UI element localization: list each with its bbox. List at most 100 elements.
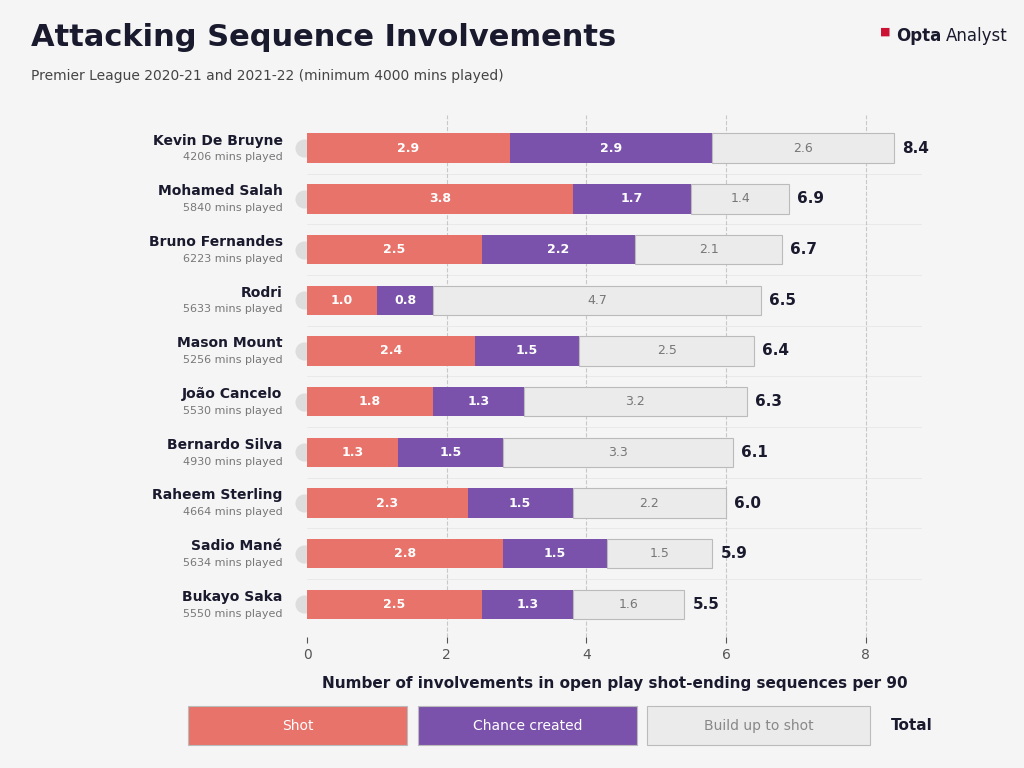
Bar [481,590,572,619]
Bar [503,438,733,467]
Text: ■: ■ [881,27,891,37]
Text: Mason Mount: Mason Mount [177,336,283,350]
Text: 1.5: 1.5 [439,446,462,458]
Bar [691,184,788,214]
Bar [580,336,754,366]
Text: 1.3: 1.3 [516,598,539,611]
Text: 1.5: 1.5 [544,548,566,561]
Bar [307,336,475,366]
Bar [572,488,726,518]
Bar [503,539,607,568]
Text: 6.3: 6.3 [756,394,782,409]
Bar [433,387,523,416]
Text: 2.2: 2.2 [548,243,569,256]
Text: Kevin De Bruyne: Kevin De Bruyne [153,134,283,147]
Bar [398,438,503,467]
Text: 5633 mins played: 5633 mins played [183,304,283,314]
Text: Opta: Opta [896,27,941,45]
Bar [607,539,712,568]
Bar [307,286,377,315]
Text: 2.8: 2.8 [394,548,416,561]
Text: 5.9: 5.9 [721,546,748,561]
Bar [572,590,684,619]
Bar [307,488,468,518]
Bar [307,235,481,264]
Text: 6.5: 6.5 [769,293,797,308]
Text: 1.4: 1.4 [730,192,750,205]
Text: 8.4: 8.4 [902,141,929,156]
Text: 1.7: 1.7 [621,192,643,205]
Bar [647,707,870,745]
Bar [510,134,712,163]
Text: 5256 mins played: 5256 mins played [183,355,283,365]
Text: 1.5: 1.5 [516,345,539,357]
Text: Bruno Fernandes: Bruno Fernandes [148,235,283,249]
Text: 2.2: 2.2 [639,497,659,510]
Text: Mohamed Salah: Mohamed Salah [158,184,283,198]
Bar [523,387,748,416]
Text: Attacking Sequence Involvements: Attacking Sequence Involvements [31,23,616,52]
Text: Build up to shot: Build up to shot [703,719,814,733]
Text: 2.6: 2.6 [793,141,813,154]
Text: Shot: Shot [282,719,313,733]
Bar [307,438,398,467]
Text: 3.2: 3.2 [626,396,645,408]
Text: 0.8: 0.8 [394,294,416,306]
Text: 4930 mins played: 4930 mins played [183,456,283,466]
Text: 6.9: 6.9 [798,191,824,207]
Text: Sadio Mané: Sadio Mané [191,539,283,553]
Text: 2.5: 2.5 [383,598,406,611]
Text: 2.1: 2.1 [698,243,719,256]
Bar [572,184,691,214]
Text: 5530 mins played: 5530 mins played [183,406,283,415]
Text: 4664 mins played: 4664 mins played [183,507,283,517]
Text: Raheem Sterling: Raheem Sterling [153,488,283,502]
Text: 3.8: 3.8 [429,192,451,205]
Text: Bukayo Saka: Bukayo Saka [182,590,283,604]
Text: 5550 mins played: 5550 mins played [183,608,283,618]
Text: 6223 mins played: 6223 mins played [183,253,283,263]
Text: Chance created: Chance created [472,719,582,733]
Text: Premier League 2020-21 and 2021-22 (minimum 4000 mins played): Premier League 2020-21 and 2021-22 (mini… [31,69,504,83]
Bar [712,134,894,163]
Bar [187,707,408,745]
Bar [307,134,510,163]
Text: Rodri: Rodri [241,286,283,300]
Bar [475,336,580,366]
Text: 5.5: 5.5 [692,597,720,612]
Bar [635,235,782,264]
Text: 1.6: 1.6 [618,598,638,611]
Text: João Cancelo: João Cancelo [182,387,283,401]
Text: 1.0: 1.0 [331,294,353,306]
X-axis label: Number of involvements in open play shot-ending sequences per 90: Number of involvements in open play shot… [322,676,907,690]
Bar [377,286,433,315]
Bar [307,590,481,619]
Bar [307,539,503,568]
Text: 6.1: 6.1 [741,445,768,460]
Text: 6.0: 6.0 [734,495,762,511]
Bar [307,184,572,214]
Bar [433,286,761,315]
Text: 4.7: 4.7 [587,294,607,306]
Text: 2.9: 2.9 [397,141,420,154]
Text: Analyst: Analyst [946,27,1008,45]
Text: 1.3: 1.3 [467,396,489,408]
Text: 1.3: 1.3 [342,446,364,458]
Text: 5634 mins played: 5634 mins played [183,558,283,568]
Text: 5840 mins played: 5840 mins played [183,203,283,213]
Text: 6.7: 6.7 [791,242,817,257]
Text: 1.8: 1.8 [359,396,381,408]
Bar [307,387,433,416]
Text: 2.3: 2.3 [377,497,398,510]
Text: Total: Total [891,718,933,733]
Bar [418,707,637,745]
Bar [481,235,635,264]
Text: 2.9: 2.9 [600,141,622,154]
Text: 6.4: 6.4 [763,343,790,359]
Text: 2.4: 2.4 [380,345,402,357]
Text: 4206 mins played: 4206 mins played [183,152,283,162]
Text: 1.5: 1.5 [650,548,670,561]
Text: 2.5: 2.5 [383,243,406,256]
Text: 1.5: 1.5 [509,497,531,510]
Text: 2.5: 2.5 [656,345,677,357]
